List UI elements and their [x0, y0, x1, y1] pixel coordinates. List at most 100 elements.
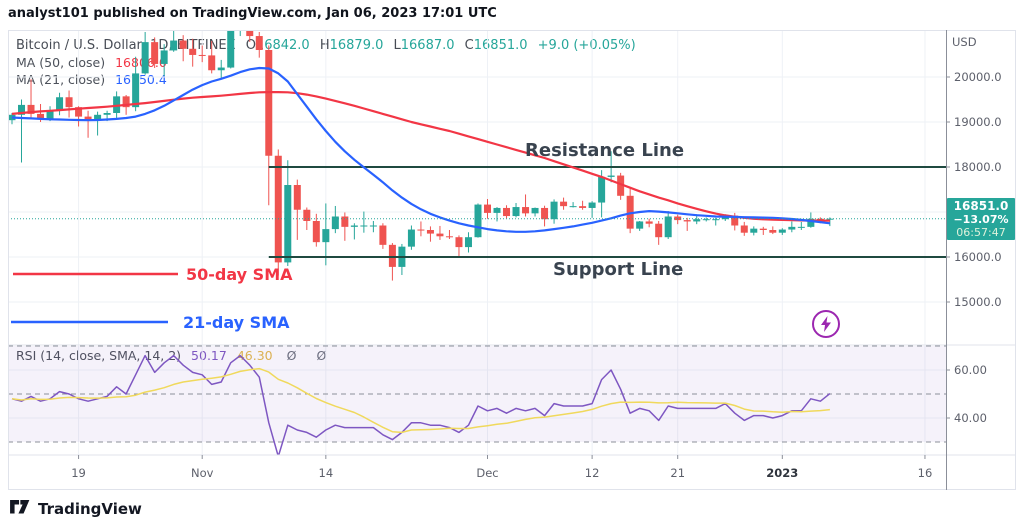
svg-text:19: 19 — [71, 466, 86, 480]
candle — [303, 209, 311, 221]
candle — [170, 40, 178, 51]
last-price-value: 16851.0 — [953, 199, 1009, 213]
rsi-empty-slot-2: Ø — [316, 348, 332, 363]
candle — [56, 97, 64, 111]
candle — [255, 36, 263, 50]
bar-close-countdown: 06:57:47 — [956, 226, 1006, 239]
candle — [712, 219, 720, 221]
candle — [227, 30, 235, 68]
last-price-change: −13.07% — [953, 213, 1009, 226]
header-caption: analyst101 published on TradingView.com,… — [8, 6, 497, 21]
candle — [455, 237, 463, 248]
candle — [179, 40, 187, 49]
candle — [122, 96, 130, 108]
candle — [341, 216, 349, 227]
ma21-line — [11, 66, 831, 233]
candle — [598, 176, 606, 203]
candle — [731, 215, 739, 226]
candle — [636, 221, 644, 229]
rsi-legend[interactable]: RSI (14, close, SMA, 14, 2) 50.17 46.30 … — [16, 348, 332, 363]
candle — [27, 104, 35, 114]
ma21-legend-label: MA (21, close) — [16, 72, 106, 87]
candle — [503, 207, 511, 217]
ma50-legend-label: MA (50, close) — [16, 55, 106, 70]
candle — [65, 97, 73, 108]
candlestick-layer — [8, 30, 834, 281]
support-line-label[interactable]: Support Line — [553, 259, 684, 280]
rsi-line — [11, 354, 831, 455]
ohlc-low-value: 16687.0 — [400, 38, 455, 53]
candle — [588, 202, 596, 208]
candle — [579, 206, 587, 208]
candle — [198, 54, 206, 56]
chart-frame: Bitcoin / U.S. Dollar, 1D, BITFINEX O168… — [8, 30, 1016, 490]
candle — [388, 244, 396, 267]
candle — [312, 221, 320, 243]
candle — [464, 237, 472, 248]
svg-text:12: 12 — [585, 466, 600, 480]
candle — [417, 229, 425, 231]
candle — [531, 207, 539, 214]
candle — [693, 219, 701, 222]
candle — [750, 228, 758, 233]
candle — [331, 216, 339, 230]
ohlc-close-label: C — [464, 38, 474, 53]
flash-button[interactable] — [812, 310, 840, 338]
candle — [407, 229, 415, 247]
candle — [493, 207, 501, 213]
candle — [788, 226, 796, 230]
sma21-callout-label[interactable]: 21-day SMA — [183, 313, 290, 332]
candle — [84, 116, 92, 121]
ma50-line — [11, 90, 830, 222]
svg-text:USD: USD — [952, 35, 977, 49]
svg-text:14: 14 — [319, 466, 334, 480]
candle — [217, 67, 225, 71]
candle — [369, 225, 377, 227]
ohlc-low-label: L — [393, 38, 401, 53]
candle — [265, 50, 273, 156]
candle — [151, 42, 159, 64]
candle — [436, 233, 444, 237]
svg-text:Dec: Dec — [476, 466, 498, 480]
candle — [426, 230, 434, 234]
ohlc-high-label: H — [319, 38, 330, 53]
candle — [103, 113, 111, 115]
candle — [769, 230, 777, 233]
ma21-legend-value: 16750.4 — [115, 72, 167, 87]
svg-text:20000.0: 20000.0 — [954, 70, 1002, 84]
sma50-callout-label[interactable]: 50-day SMA — [186, 265, 293, 284]
svg-text:2023: 2023 — [766, 466, 798, 480]
candle — [759, 228, 767, 230]
candle — [683, 220, 691, 222]
time-axis-labels[interactable]: 19 Nov 14 Dec 12 21 2023 16 — [71, 455, 932, 480]
resistance-line-label[interactable]: Resistance Line — [525, 140, 685, 161]
candle — [807, 218, 815, 227]
candle — [189, 48, 197, 55]
candle — [569, 206, 577, 208]
chart-canvas[interactable]: USD20000.019000.018000.017000.016000.015… — [8, 30, 1016, 490]
svg-text:40.00: 40.00 — [954, 411, 987, 425]
rsi-value: 50.17 — [191, 348, 227, 363]
footer-brand[interactable]: TradingView — [10, 500, 142, 518]
candle — [445, 236, 453, 238]
svg-text:Nov: Nov — [191, 466, 214, 480]
candle — [550, 201, 558, 220]
svg-text:19000.0: 19000.0 — [954, 115, 1002, 129]
candle — [75, 107, 83, 117]
candle — [826, 218, 834, 220]
rsi-legend-title: RSI (14, close, SMA, 14, 2) — [16, 348, 181, 363]
candle — [37, 113, 45, 119]
candle — [113, 96, 121, 113]
candle — [141, 42, 149, 74]
svg-text:60.00: 60.00 — [954, 363, 987, 377]
candle — [778, 229, 786, 233]
rsi-ma-line — [11, 367, 830, 434]
candle — [293, 185, 301, 210]
svg-text:16000.0: 16000.0 — [954, 250, 1002, 264]
ma21-legend-row[interactable]: MA (21, close) 16750.4 — [16, 71, 636, 88]
candle — [816, 218, 824, 220]
candle — [740, 225, 748, 233]
candle — [617, 175, 625, 196]
candle — [522, 207, 530, 214]
